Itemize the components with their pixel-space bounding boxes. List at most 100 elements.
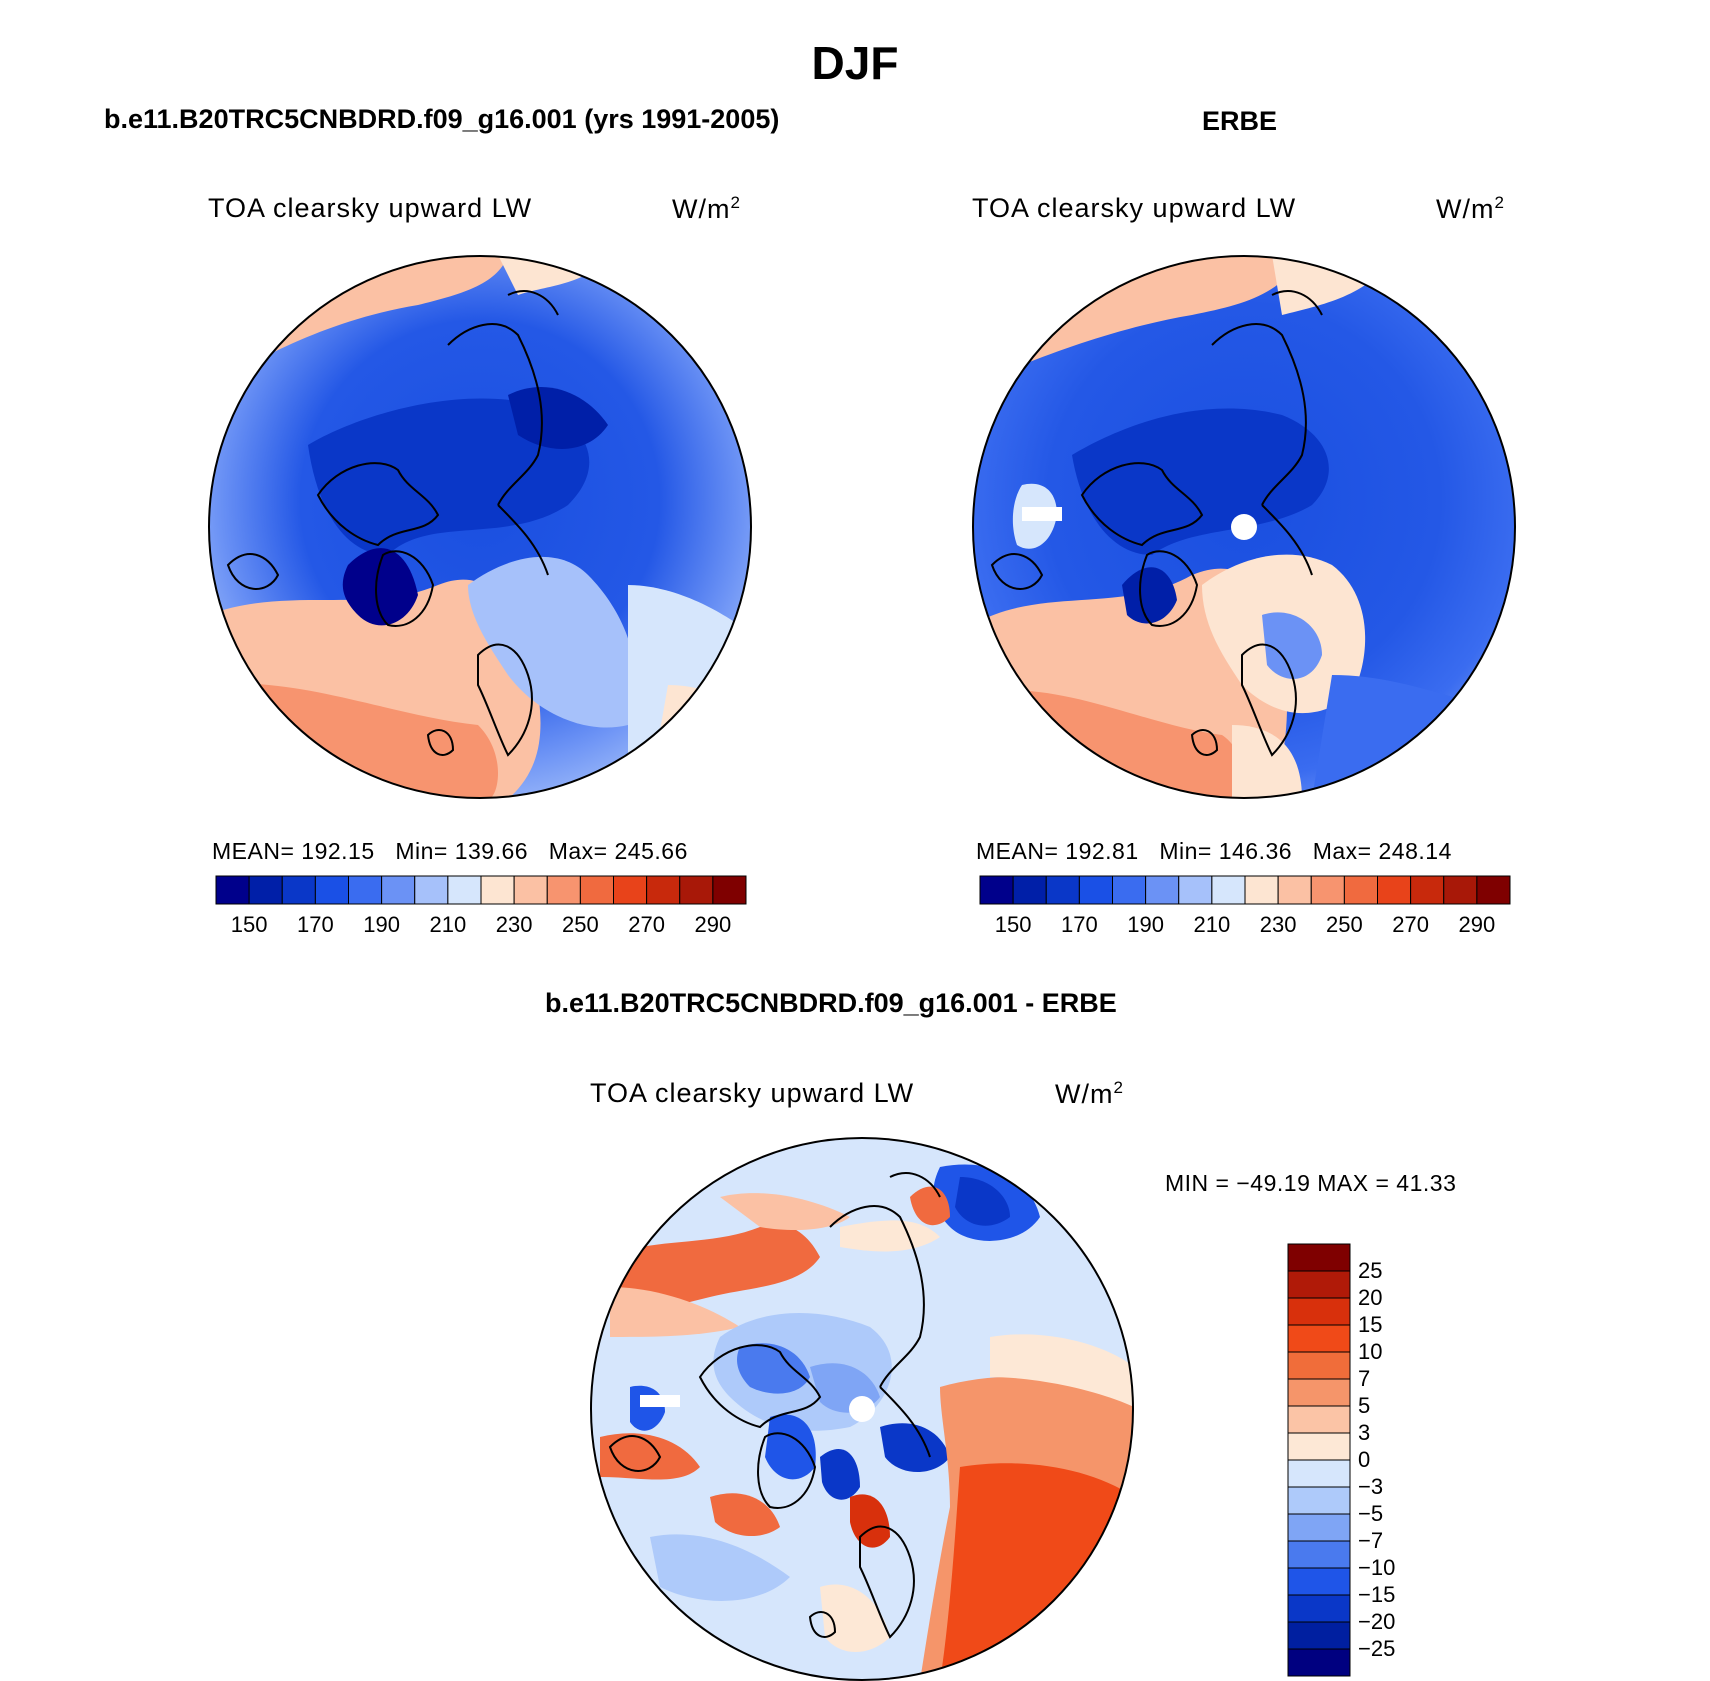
colorbar-tick-label: 250 <box>1326 912 1363 937</box>
colorbar-tick-label: 10 <box>1358 1339 1383 1364</box>
colorbar-tick-label: −3 <box>1358 1474 1384 1499</box>
model-stats: MEAN= 192.15 Min= 139.66 Max= 245.66 <box>212 838 688 864</box>
colorbar-swatch <box>1287 1567 1351 1596</box>
model-units-label: W/m2 <box>672 193 741 224</box>
colorbar-swatch <box>1287 1648 1351 1677</box>
colorbar-tick-label: −20 <box>1358 1609 1396 1634</box>
colorbar-tick-label: 230 <box>495 912 533 937</box>
colorbar-swatch <box>1287 1594 1351 1623</box>
colorbar-tick-label: 0 <box>1358 1447 1371 1472</box>
colorbar-swatch <box>1287 1405 1351 1434</box>
colorbar-swatch <box>1287 1486 1351 1515</box>
diff-colorbar <box>1287 1243 1351 1677</box>
colorbar-swatch <box>1211 875 1246 905</box>
colorbar-tick-label: 170 <box>297 912 334 937</box>
colorbar-swatch <box>1287 1270 1351 1299</box>
colorbar-swatch <box>1287 1621 1351 1650</box>
colorbar-tick-label: −7 <box>1358 1528 1384 1553</box>
colorbar-swatch <box>215 875 250 905</box>
colorbar-swatch <box>447 875 482 905</box>
colorbar-tick-label: 15 <box>1358 1312 1383 1337</box>
colorbar-tick-label: −5 <box>1358 1501 1384 1526</box>
colorbar-swatch <box>679 875 714 905</box>
colorbar-tick-label: 270 <box>628 912 665 937</box>
colorbar-swatch <box>1287 1540 1351 1569</box>
colorbar-tick-label: 20 <box>1358 1285 1383 1310</box>
colorbar-swatch <box>381 875 416 905</box>
colorbar-tick-label: 150 <box>230 912 268 937</box>
colorbar-swatch <box>248 875 283 905</box>
figure-title: DJF <box>811 37 899 89</box>
colorbar-swatch <box>546 875 581 905</box>
colorbar-tick-label: 25 <box>1358 1258 1383 1283</box>
colorbar-tick-label: 250 <box>562 912 599 937</box>
model-polar-map <box>208 255 752 799</box>
colorbar-swatch <box>281 875 316 905</box>
colorbar-swatch <box>1287 1297 1351 1326</box>
colorbar-swatch <box>480 875 515 905</box>
colorbar-swatch <box>979 875 1014 905</box>
colorbar-swatch <box>348 875 383 905</box>
colorbar-swatch <box>712 875 747 905</box>
colorbar-tick-label: 210 <box>429 912 467 937</box>
obs-panel-title: ERBE <box>1202 106 1278 136</box>
diff-polar-hole <box>849 1396 875 1422</box>
colorbar-swatch <box>1078 875 1113 905</box>
obs-polar-hole <box>1231 514 1257 540</box>
model-colorbar <box>215 875 747 905</box>
colorbar-tick-label: 190 <box>363 912 400 937</box>
colorbar-swatch <box>1287 1324 1351 1353</box>
colorbar-swatch <box>1287 1459 1351 1488</box>
colorbar-swatch <box>1287 1378 1351 1407</box>
obs-variable-label: TOA clearsky upward LW <box>972 193 1297 223</box>
colorbar-swatch <box>513 875 548 905</box>
colorbar-swatch <box>314 875 349 905</box>
colorbar-swatch <box>1377 875 1412 905</box>
colorbar-tick-label: 270 <box>1392 912 1429 937</box>
diff-polar-map <box>590 1137 1134 1681</box>
colorbar-tick-label: 170 <box>1061 912 1098 937</box>
colorbar-swatch <box>646 875 681 905</box>
colorbar-swatch <box>1476 875 1511 905</box>
diff-units-label: W/m2 <box>1055 1078 1124 1109</box>
colorbar-tick-label: 230 <box>1259 912 1297 937</box>
obs-stats: MEAN= 192.81 Min= 146.36 Max= 248.14 <box>976 838 1452 864</box>
colorbar-swatch <box>1287 1351 1351 1380</box>
diff-panel-title: b.e11.B20TRC5CNBDRD.f09_g16.001 - ERBE <box>545 988 1117 1018</box>
colorbar-swatch <box>1343 875 1378 905</box>
colorbar-tick-label: 290 <box>694 912 732 937</box>
colorbar-swatch <box>1145 875 1180 905</box>
colorbar-swatch <box>1178 875 1213 905</box>
colorbar-tick-label: 3 <box>1358 1420 1371 1445</box>
colorbar-tick-label: 7 <box>1358 1366 1371 1391</box>
colorbar-swatch <box>1277 875 1312 905</box>
obs-colorbar <box>979 875 1511 905</box>
colorbar-tick-label: 290 <box>1458 912 1496 937</box>
diff-minmax: MIN = −49.19 MAX = 41.33 <box>1165 1170 1457 1196</box>
colorbar-swatch <box>1287 1243 1351 1272</box>
colorbar-swatch <box>1112 875 1147 905</box>
colorbar-swatch <box>1244 875 1279 905</box>
colorbar-swatch <box>613 875 648 905</box>
obs-polar-map <box>972 255 1516 799</box>
colorbar-tick-label: 5 <box>1358 1393 1371 1418</box>
model-panel-title: b.e11.B20TRC5CNBDRD.f09_g16.001 (yrs 199… <box>104 104 780 134</box>
model-variable-label: TOA clearsky upward LW <box>208 193 533 223</box>
colorbar-swatch <box>1287 1432 1351 1461</box>
colorbar-swatch <box>1045 875 1080 905</box>
colorbar-swatch <box>579 875 614 905</box>
colorbar-swatch <box>1310 875 1345 905</box>
obs-units-label: W/m2 <box>1436 193 1505 224</box>
diff-variable-label: TOA clearsky upward LW <box>590 1078 915 1108</box>
colorbar-swatch <box>414 875 449 905</box>
colorbar-swatch <box>1410 875 1445 905</box>
colorbar-swatch <box>1443 875 1478 905</box>
colorbar-tick-label: 210 <box>1193 912 1231 937</box>
colorbar-tick-label: 150 <box>994 912 1032 937</box>
colorbar-tick-label: 190 <box>1127 912 1164 937</box>
colorbar-swatch <box>1287 1513 1351 1542</box>
colorbar-tick-label: −15 <box>1358 1582 1396 1607</box>
colorbar-swatch <box>1012 875 1047 905</box>
colorbar-tick-label: −25 <box>1358 1636 1396 1661</box>
colorbar-tick-label: −10 <box>1358 1555 1396 1580</box>
